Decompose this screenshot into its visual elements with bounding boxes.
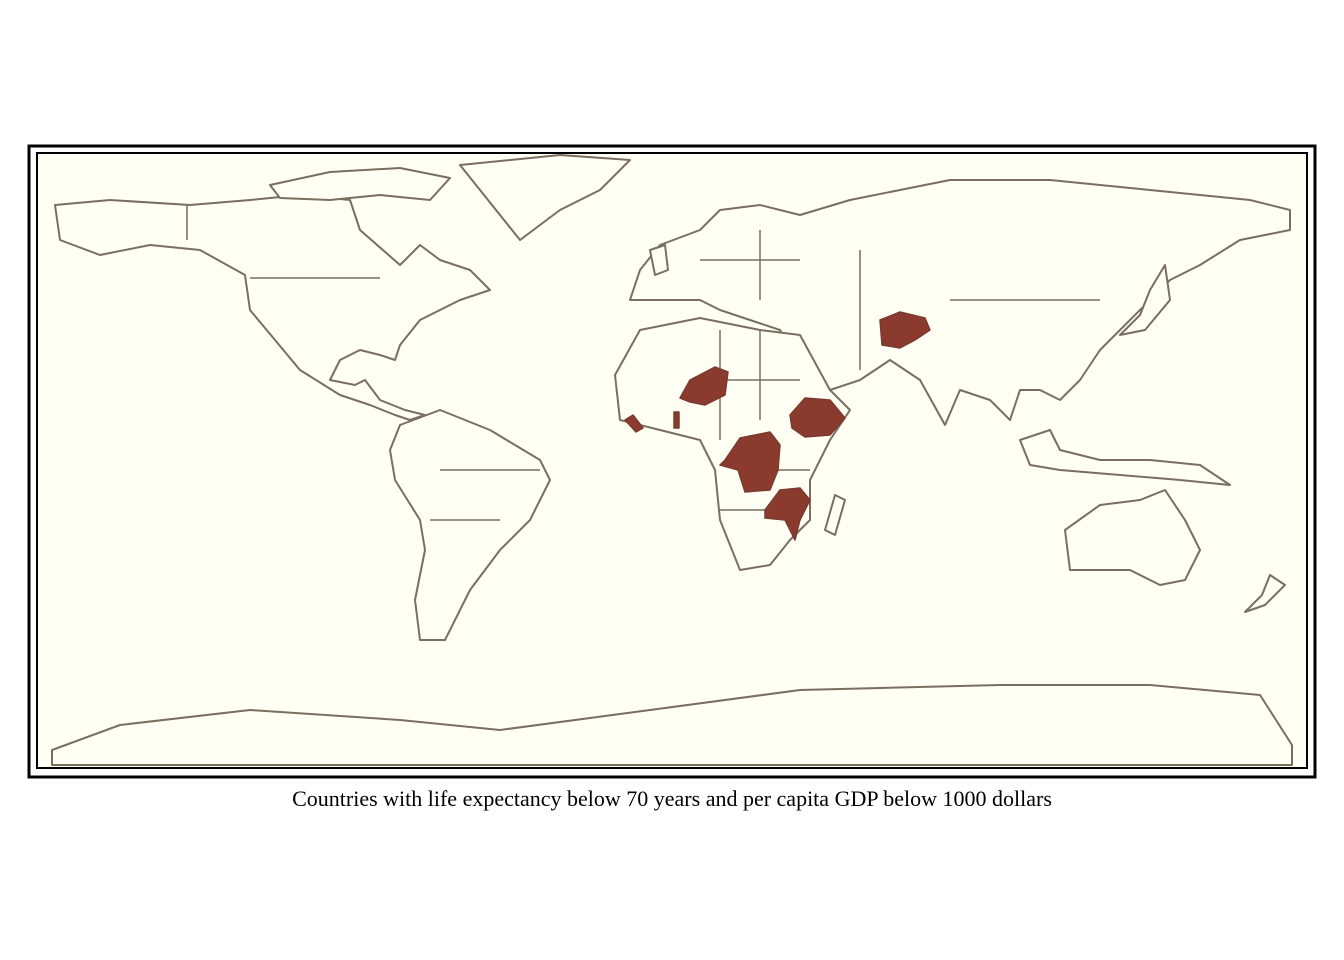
map-caption: Countries with life expectancy below 70 … xyxy=(292,786,1052,811)
south-america xyxy=(389,409,551,641)
australia xyxy=(1064,489,1201,586)
antarctica xyxy=(51,684,1293,766)
highlighted-country xyxy=(679,366,729,406)
north-america xyxy=(54,194,491,421)
madagascar xyxy=(824,494,846,536)
highlighted-country xyxy=(879,311,931,349)
highlighted-country xyxy=(673,411,680,429)
britain xyxy=(649,244,669,276)
highlighted-country xyxy=(789,397,846,438)
highlighted-country xyxy=(764,487,811,541)
highlighted-country xyxy=(624,414,644,433)
indonesia xyxy=(1019,429,1231,486)
highlighted-countries xyxy=(624,311,931,541)
greenland xyxy=(459,154,631,241)
new-zealand xyxy=(1244,574,1286,613)
highlighted-country xyxy=(719,431,781,493)
arctic-islands xyxy=(269,167,451,201)
japan xyxy=(1119,264,1171,336)
